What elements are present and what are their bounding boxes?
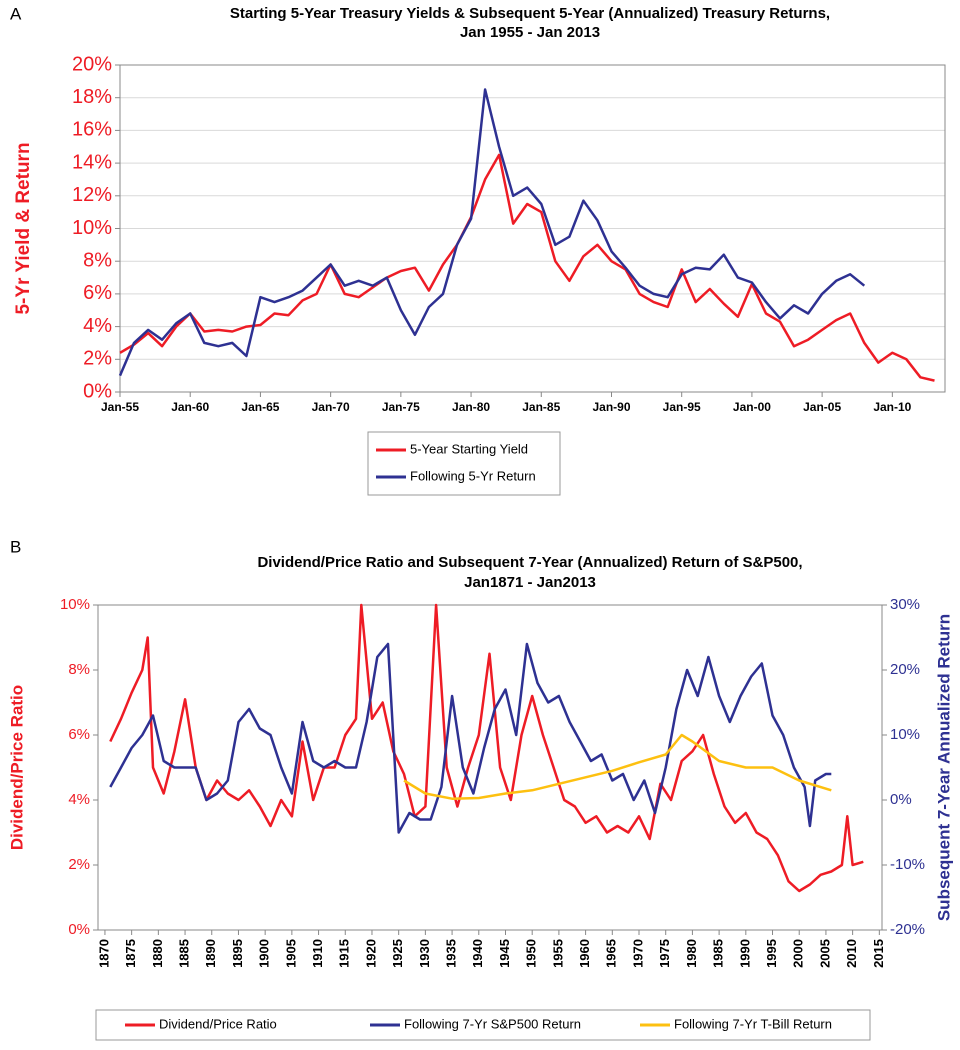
y-tick-label: 2%: [68, 856, 90, 873]
x-tick-label: 1995: [764, 939, 779, 968]
y-tick-label: 0%: [68, 921, 90, 938]
x-tick-label: 1990: [737, 939, 752, 968]
y-tick-label: 2%: [83, 348, 112, 370]
y-tick-label: 4%: [83, 315, 112, 337]
y2-tick-label: 10%: [890, 726, 920, 743]
x-tick-label: 1895: [230, 939, 245, 968]
y-tick-label: 8%: [68, 661, 90, 678]
x-tick-label: 1930: [417, 939, 432, 968]
y-tick-label: 0%: [83, 380, 112, 402]
y-tick-label: 10%: [60, 596, 90, 613]
x-tick-label: 1890: [203, 939, 218, 968]
x-tick-label: 1965: [604, 939, 619, 968]
x-tick-label: Jan-00: [733, 400, 771, 414]
x-tick-label: Jan-85: [522, 400, 560, 414]
x-tick-label: Jan-05: [803, 400, 841, 414]
y-tick-label: 18%: [72, 86, 112, 108]
legend-label: Following 7-Yr T-Bill Return: [674, 1016, 832, 1031]
x-tick-label: 2005: [817, 939, 832, 968]
legend-box: [367, 431, 561, 496]
y-tick-label: 6%: [68, 726, 90, 743]
y2-tick-label: 20%: [890, 661, 920, 678]
x-tick-label: Jan-70: [312, 400, 350, 414]
x-tick-label: 1915: [337, 939, 352, 968]
y-axis-label: 5-Yr Yield & Return: [13, 142, 34, 314]
x-tick-label: 1960: [577, 939, 592, 968]
y-tick-label: 14%: [72, 151, 112, 173]
x-tick-label: 1955: [550, 939, 565, 968]
series-line: [119, 153, 935, 382]
x-tick-label: 1900: [257, 939, 272, 968]
x-tick-label: Jan-55: [101, 400, 139, 414]
series-line: [403, 733, 832, 800]
x-tick-label: 2015: [871, 939, 886, 968]
x-tick-label: Jan-65: [241, 400, 279, 414]
x-tick-label: 1950: [524, 939, 539, 968]
x-tick-label: 2000: [791, 939, 806, 968]
panel-label: A: [10, 4, 22, 23]
x-tick-label: 1985: [711, 939, 726, 968]
legend-label: Following 5-Yr Return: [410, 468, 536, 483]
x-tick-label: 1875: [123, 939, 138, 968]
x-tick-label: Jan-10: [873, 400, 911, 414]
x-tick-label: Jan-95: [663, 400, 701, 414]
y2-tick-label: -20%: [890, 921, 925, 938]
y-tick-label: 6%: [83, 282, 112, 304]
x-tick-label: 1910: [310, 939, 325, 968]
y-tick-label: 8%: [83, 249, 112, 271]
x-tick-label: 1940: [470, 939, 485, 968]
x-tick-label: Jan-80: [452, 400, 490, 414]
x-tick-label: 1880: [150, 939, 165, 968]
chart-title: Dividend/Price Ratio and Subsequent 7-Ye…: [257, 554, 802, 571]
x-tick-label: 1920: [363, 939, 378, 968]
x-tick-label: 1870: [96, 939, 111, 968]
x-tick-label: 1945: [497, 939, 512, 968]
chart-title: Jan 1955 - Jan 2013: [460, 24, 600, 41]
x-tick-label: 1980: [684, 939, 699, 968]
panel-label: B: [10, 537, 21, 556]
y-tick-label: 12%: [72, 184, 112, 206]
y2-axis-label: Subsequent 7-Year Annualized Return: [934, 614, 953, 921]
plot-frame: [119, 64, 946, 393]
legend-label: 5-Year Starting Yield: [410, 441, 528, 456]
series-line: [118, 88, 866, 377]
plot-frame: [97, 604, 883, 931]
x-tick-label: 1970: [630, 939, 645, 968]
chart-title: Starting 5-Year Treasury Yields & Subseq…: [230, 5, 830, 22]
x-tick-label: 1885: [176, 939, 191, 968]
chart-panel: A Starting 5-Year Treasury Yields & Subse…: [10, 4, 946, 496]
y-tick-label: 4%: [68, 791, 90, 808]
chart-title: Jan1871 - Jan2013: [464, 574, 596, 591]
x-tick-label: 1905: [283, 939, 298, 968]
y-axis-label: Dividend/Price Ratio: [7, 685, 26, 850]
x-tick-label: Jan-90: [592, 400, 630, 414]
series-line: [109, 603, 864, 893]
y2-tick-label: -10%: [890, 856, 925, 873]
x-tick-label: 1925: [390, 939, 405, 968]
y-tick-label: 10%: [72, 217, 112, 239]
x-tick-label: 1975: [657, 939, 672, 968]
chart-panel: B Dividend/Price Ratio and Subsequent 7-Y…: [7, 537, 953, 1041]
y-tick-label: 20%: [72, 53, 112, 75]
legend-label: Following 7-Yr S&P500 Return: [404, 1016, 581, 1031]
x-tick-label: 2010: [844, 939, 859, 968]
series-line: [109, 642, 832, 834]
y2-tick-label: 0%: [890, 791, 912, 808]
legend-label: Dividend/Price Ratio: [159, 1016, 277, 1031]
x-tick-label: Jan-75: [382, 400, 420, 414]
x-tick-label: 1935: [444, 939, 459, 968]
y2-tick-label: 30%: [890, 596, 920, 613]
y-tick-label: 16%: [72, 119, 112, 141]
legend-box: [95, 1009, 871, 1041]
x-tick-label: Jan-60: [171, 400, 209, 414]
